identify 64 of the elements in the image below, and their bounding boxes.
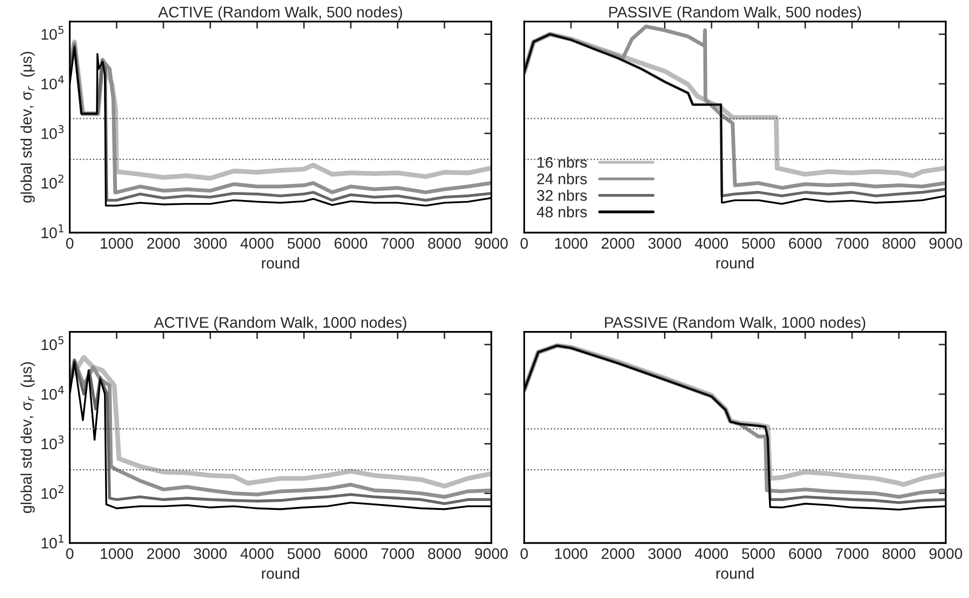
x-tick-label: 2000 — [602, 548, 634, 560]
x-axis-title: round — [262, 568, 300, 579]
x-tick-label: 2000 — [147, 548, 180, 560]
y-tick-label: 10$^{2}$ — [42, 174, 64, 189]
chart-title: ACTIVE (Random Walk, 1000 nodes) — [154, 316, 406, 331]
legend-label: 16 nbrs — [538, 156, 587, 168]
x-tick-label: 6000 — [789, 548, 822, 560]
x-axis-title: round — [716, 257, 754, 269]
x-tick-label: 1000 — [555, 238, 588, 249]
x-tick-label: 3000 — [648, 548, 682, 560]
x-tick-label: 0 — [520, 548, 528, 560]
x-tick-label: 7000 — [381, 548, 414, 560]
x-tick-label: 3000 — [648, 238, 682, 249]
chart-title: ACTIVE (Random Walk, 500 nodes) — [158, 6, 402, 21]
x-tick-label: 9000 — [475, 548, 508, 560]
y-tick-label: 10$^{5}$ — [42, 26, 64, 40]
x-tick-label: 4000 — [240, 238, 274, 249]
y-tick-label: 10$^{2}$ — [42, 485, 64, 499]
y-axis-title: global std dev, σ$_{r}$ (μs) — [20, 362, 35, 513]
x-tick-label: 5000 — [742, 238, 775, 249]
x-tick-label: 2000 — [147, 238, 180, 249]
x-tick-label: 4000 — [694, 238, 728, 249]
chart-title: PASSIVE (Random Walk, 1000 nodes) — [605, 316, 866, 331]
x-tick-label: 2000 — [602, 238, 634, 249]
x-tick-label: 7000 — [381, 238, 414, 249]
x-tick-label: 9000 — [475, 238, 508, 249]
x-tick-label: 6000 — [334, 238, 368, 249]
x-tick-label: 7000 — [836, 238, 868, 249]
x-tick-label: 0 — [66, 548, 74, 560]
x-tick-label: 3000 — [194, 238, 227, 249]
x-tick-label: 5000 — [288, 548, 320, 560]
x-tick-label: 4000 — [694, 548, 728, 560]
y-axis-title: global std dev, σ$_{r}$ (μs) — [20, 52, 35, 203]
x-tick-label: 4000 — [240, 548, 274, 560]
chart-title: PASSIVE (Random Walk, 500 nodes) — [609, 6, 861, 21]
legend-label: 32 nbrs — [537, 190, 587, 201]
x-tick-label: 7000 — [836, 548, 868, 560]
x-tick-label: 0 — [66, 238, 74, 249]
x-tick-label: 6000 — [334, 548, 368, 560]
y-tick-label: 10$^{4}$ — [42, 76, 64, 90]
x-tick-label: 8000 — [428, 548, 461, 560]
x-tick-label: 9000 — [929, 238, 962, 249]
x-tick-label: 5000 — [742, 548, 775, 560]
x-tick-label: 3000 — [194, 548, 227, 560]
x-tick-label: 1000 — [555, 548, 588, 560]
y-tick-label: 10$^{5}$ — [42, 336, 64, 350]
x-tick-label: 1000 — [100, 548, 134, 560]
y-tick-label: 10$^{4}$ — [42, 386, 64, 400]
x-tick-label: 5000 — [288, 238, 320, 249]
x-tick-label: 0 — [520, 238, 528, 249]
y-tick-label: 10$^{1}$ — [42, 534, 64, 549]
x-tick-label: 8000 — [882, 548, 916, 560]
x-tick-label: 8000 — [882, 238, 916, 249]
x-tick-label: 1000 — [100, 238, 134, 249]
y-tick-label: 10$^{3}$ — [42, 125, 64, 139]
x-tick-label: 6000 — [789, 238, 822, 249]
x-tick-label: 9000 — [929, 548, 962, 560]
legend-label: 48 nbrs — [536, 206, 587, 218]
x-tick-label: 8000 — [428, 238, 461, 249]
y-tick-label: 10$^{3}$ — [42, 435, 64, 450]
x-axis-title: round — [262, 257, 300, 269]
x-axis-title: round — [716, 568, 754, 579]
y-tick-label: 10$^{1}$ — [42, 224, 64, 238]
legend-label: 24 nbrs — [537, 173, 587, 184]
